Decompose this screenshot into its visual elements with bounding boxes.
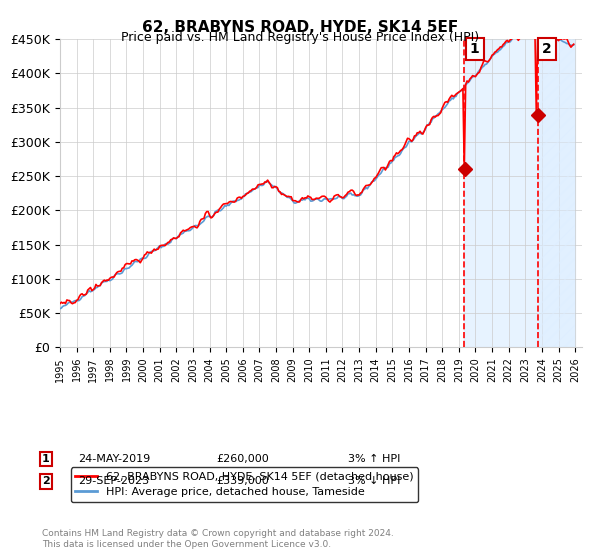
Bar — [538, 39, 575, 347]
Bar — [464, 39, 575, 347]
Text: Contains HM Land Registry data © Crown copyright and database right 2024.
This d: Contains HM Land Registry data © Crown c… — [42, 529, 394, 549]
Text: 24-MAY-2019: 24-MAY-2019 — [78, 454, 150, 464]
Text: 3% ↓ HPI: 3% ↓ HPI — [348, 477, 400, 487]
Text: 3% ↑ HPI: 3% ↑ HPI — [348, 454, 400, 464]
Text: 29-SEP-2023: 29-SEP-2023 — [78, 477, 149, 487]
Text: 2: 2 — [542, 42, 551, 56]
Text: 2: 2 — [42, 477, 50, 487]
Text: 1: 1 — [42, 454, 50, 464]
Text: 62, BRABYNS ROAD, HYDE, SK14 5EF: 62, BRABYNS ROAD, HYDE, SK14 5EF — [142, 20, 458, 35]
Text: Price paid vs. HM Land Registry's House Price Index (HPI): Price paid vs. HM Land Registry's House … — [121, 31, 479, 44]
Legend: 62, BRABYNS ROAD, HYDE, SK14 5EF (detached house), HPI: Average price, detached : 62, BRABYNS ROAD, HYDE, SK14 5EF (detach… — [71, 468, 418, 502]
Text: £339,000: £339,000 — [216, 477, 269, 487]
Text: 1: 1 — [470, 42, 479, 56]
Text: £260,000: £260,000 — [216, 454, 269, 464]
